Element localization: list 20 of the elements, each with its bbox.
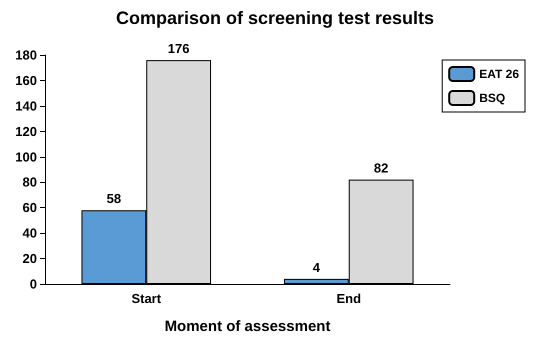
y-tick-label: 160: [15, 72, 37, 88]
legend-label: EAT 26: [479, 67, 520, 81]
x-tick-label: End: [336, 291, 362, 306]
y-tick-label: 140: [15, 98, 37, 114]
y-tick-label: 0: [30, 276, 37, 292]
y-tick-label: 180: [15, 48, 37, 62]
data-label: 4: [312, 260, 321, 275]
data-label: 176: [168, 41, 190, 56]
legend-label: BSQ: [479, 91, 506, 105]
y-tick-label: 100: [15, 149, 37, 164]
y-tick-label: 40: [22, 226, 37, 241]
y-tick-label: 80: [22, 174, 37, 190]
x-axis-title: Moment of assessment: [164, 318, 330, 335]
y-tick-label: 20: [22, 251, 37, 266]
data-label: 58: [106, 191, 122, 206]
chart-title: Comparison of screening test results: [116, 8, 434, 28]
y-tick-label: 120: [15, 124, 37, 139]
x-tick-label: Start: [131, 291, 162, 306]
data-label: 82: [374, 160, 388, 176]
y-tick-label: 60: [22, 200, 37, 216]
